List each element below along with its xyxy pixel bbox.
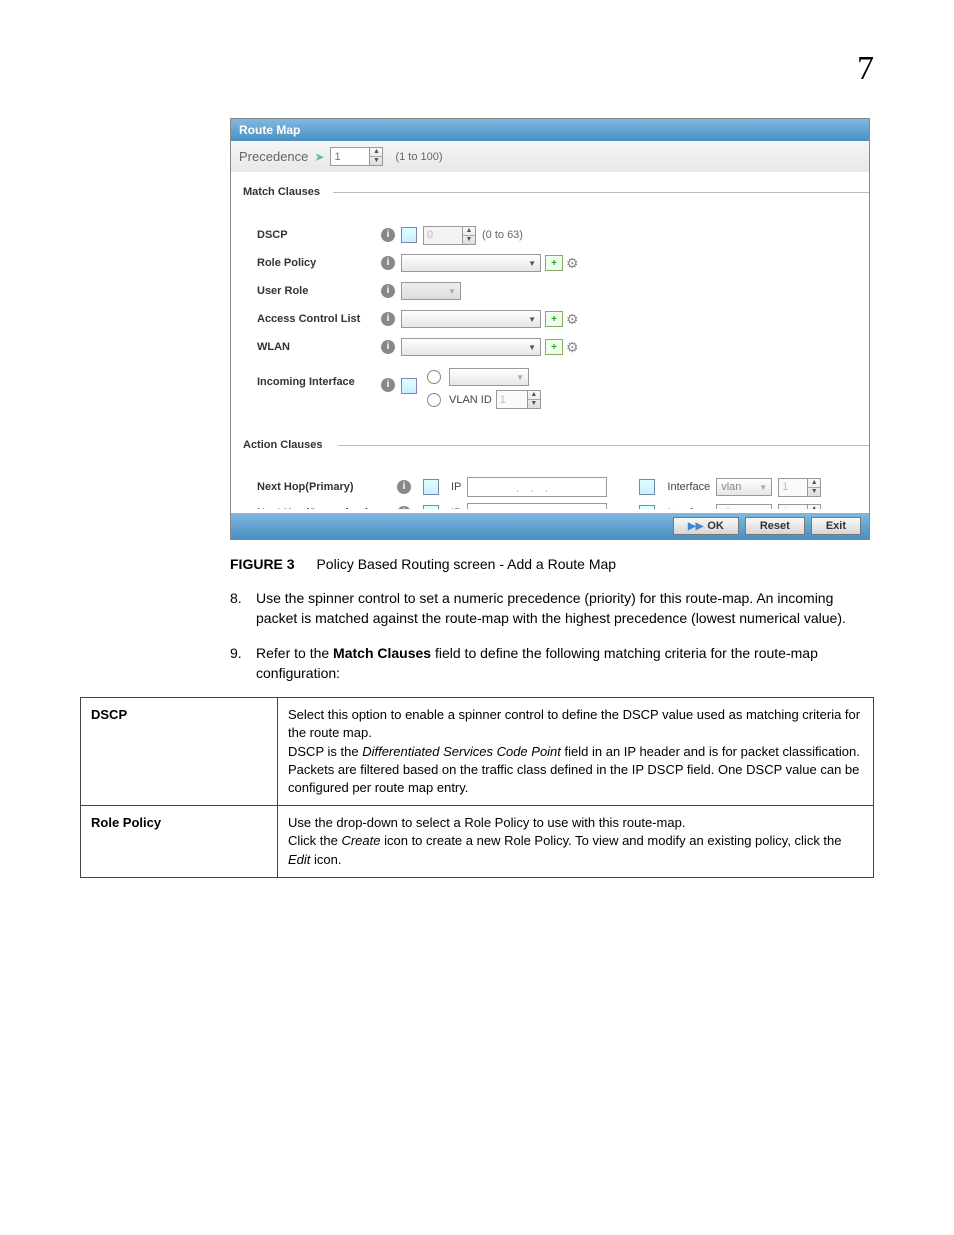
vlan-id-label: VLAN ID (449, 394, 492, 406)
info-icon[interactable]: i (381, 378, 395, 392)
iface-spinner[interactable]: ▲▼ (778, 504, 821, 510)
vlan-spinner[interactable]: ▲ ▼ (496, 390, 541, 409)
info-icon[interactable]: i (381, 256, 395, 270)
description-table: DSCP Select this option to enable a spin… (80, 697, 874, 878)
edit-gear-icon[interactable]: ⚙ (566, 311, 579, 328)
spinner-up-icon[interactable]: ▲ (528, 391, 540, 400)
acl-dropdown[interactable]: ▼ (401, 310, 541, 328)
ok-button[interactable]: ▶▶OK (673, 517, 739, 535)
edit-gear-icon[interactable]: ⚙ (566, 339, 579, 356)
precedence-row: Precedence ➤ ▲ ▼ (1 to 100) (231, 141, 869, 172)
ip-field[interactable]: . . . (467, 477, 607, 497)
user-role-dropdown[interactable]: ▼ (401, 282, 461, 300)
figure-label: FIGURE 3 (230, 556, 295, 572)
exit-button[interactable]: Exit (811, 517, 861, 535)
interface-label: Interface (667, 507, 710, 509)
spinner-down-icon[interactable]: ▼ (808, 488, 820, 496)
figure-text: Policy Based Routing screen - Add a Rout… (316, 556, 616, 572)
ip-label: IP (451, 507, 461, 509)
figure-caption: FIGURE 3 Policy Based Routing screen - A… (230, 556, 874, 572)
if-dropdown[interactable]: ▼ (449, 368, 529, 386)
iface-val-input[interactable] (779, 505, 807, 510)
spinner-down-icon[interactable]: ▼ (370, 157, 382, 165)
table-row: Role Policy Use the drop-down to select … (81, 806, 874, 878)
list-text: Refer to the Match Clauses field to defi… (256, 643, 874, 684)
acl-label: Access Control List (243, 313, 377, 325)
chevron-down-icon: ▼ (514, 373, 526, 382)
ip-field[interactable]: . . . (467, 503, 607, 509)
next-hop-secondary-label: Next Hop(Secondary) (243, 507, 387, 509)
spinner-down-icon[interactable]: ▼ (463, 236, 475, 244)
iface-dropdown[interactable]: vlan▼ (716, 478, 772, 496)
required-icon: ➤ (314, 150, 324, 164)
info-icon[interactable]: i (381, 312, 395, 326)
role-policy-dropdown[interactable]: ▼ (401, 254, 541, 272)
action-clauses-heading: Action Clauses (243, 439, 857, 451)
spinner-up-icon[interactable]: ▲ (463, 227, 475, 236)
info-icon[interactable]: i (381, 340, 395, 354)
list-number: 9. (230, 643, 256, 684)
iface-dropdown[interactable]: vlan▼ (716, 504, 772, 509)
iface-val-input[interactable] (779, 479, 807, 496)
precedence-input[interactable] (331, 148, 369, 165)
role-policy-label: Role Policy (243, 257, 377, 269)
vlan-input[interactable] (497, 391, 527, 408)
vlan-radio[interactable] (427, 393, 441, 407)
spinner-down-icon[interactable]: ▼ (528, 400, 540, 408)
nhs-ip-checkbox[interactable] (423, 505, 439, 509)
dscp-label: DSCP (243, 229, 377, 241)
info-icon[interactable]: i (381, 284, 395, 298)
spinner-up-icon[interactable]: ▲ (808, 479, 820, 488)
dscp-cell-key: DSCP (81, 698, 278, 806)
dscp-checkbox[interactable] (401, 227, 417, 243)
chevron-down-icon: ▼ (526, 343, 538, 352)
create-icon[interactable]: + (545, 311, 563, 327)
precedence-label: Precedence (239, 149, 308, 164)
create-icon[interactable]: + (545, 339, 563, 355)
ip-label: IP (451, 481, 461, 493)
page-number: 7 (80, 50, 874, 88)
create-icon[interactable]: + (545, 255, 563, 271)
chevron-down-icon: ▼ (446, 287, 458, 296)
dialog-footer: ▶▶OK Reset Exit (231, 513, 869, 539)
info-icon[interactable]: i (397, 506, 411, 509)
spinner-up-icon[interactable]: ▲ (808, 505, 820, 510)
chevron-down-icon: ▼ (757, 483, 769, 492)
chevron-down-icon: ▼ (526, 315, 538, 324)
next-hop-primary-label: Next Hop(Primary) (243, 481, 387, 493)
rp-cell-key: Role Policy (81, 806, 278, 878)
chevron-down-icon: ▼ (526, 259, 538, 268)
chevron-down-icon: ▼ (757, 509, 769, 510)
interface-label: Interface (667, 481, 710, 493)
wlan-label: WLAN (243, 341, 377, 353)
if-radio[interactable] (427, 370, 441, 384)
nhp-iface-checkbox[interactable] (639, 479, 655, 495)
match-clauses-heading: Match Clauses (243, 186, 857, 198)
dscp-range: (0 to 63) (482, 229, 523, 241)
dscp-input[interactable] (424, 227, 462, 244)
nhp-ip-checkbox[interactable] (423, 479, 439, 495)
incoming-if-checkbox[interactable] (401, 378, 417, 394)
user-role-label: User Role (243, 285, 377, 297)
route-map-dialog: Route Map Precedence ➤ ▲ ▼ (1 to 100) Ma… (230, 118, 870, 540)
spinner-up-icon[interactable]: ▲ (370, 148, 382, 157)
dscp-cell-val: Select this option to enable a spinner c… (278, 698, 874, 806)
incoming-if-label: Incoming Interface (243, 364, 377, 388)
table-row: DSCP Select this option to enable a spin… (81, 698, 874, 806)
rp-cell-val: Use the drop-down to select a Role Polic… (278, 806, 874, 878)
ok-icon: ▶▶ (688, 521, 703, 532)
iface-spinner[interactable]: ▲▼ (778, 478, 821, 497)
reset-button[interactable]: Reset (745, 517, 805, 535)
dscp-spinner[interactable]: ▲ ▼ (423, 226, 476, 245)
info-icon[interactable]: i (397, 480, 411, 494)
precedence-range: (1 to 100) (395, 151, 442, 163)
dialog-title: Route Map (231, 119, 869, 141)
info-icon[interactable]: i (381, 228, 395, 242)
edit-gear-icon[interactable]: ⚙ (566, 255, 579, 272)
wlan-dropdown[interactable]: ▼ (401, 338, 541, 356)
precedence-spinner[interactable]: ▲ ▼ (330, 147, 383, 166)
list-number: 8. (230, 588, 256, 629)
nhs-iface-checkbox[interactable] (639, 505, 655, 509)
list-text: Use the spinner control to set a numeric… (256, 588, 874, 629)
